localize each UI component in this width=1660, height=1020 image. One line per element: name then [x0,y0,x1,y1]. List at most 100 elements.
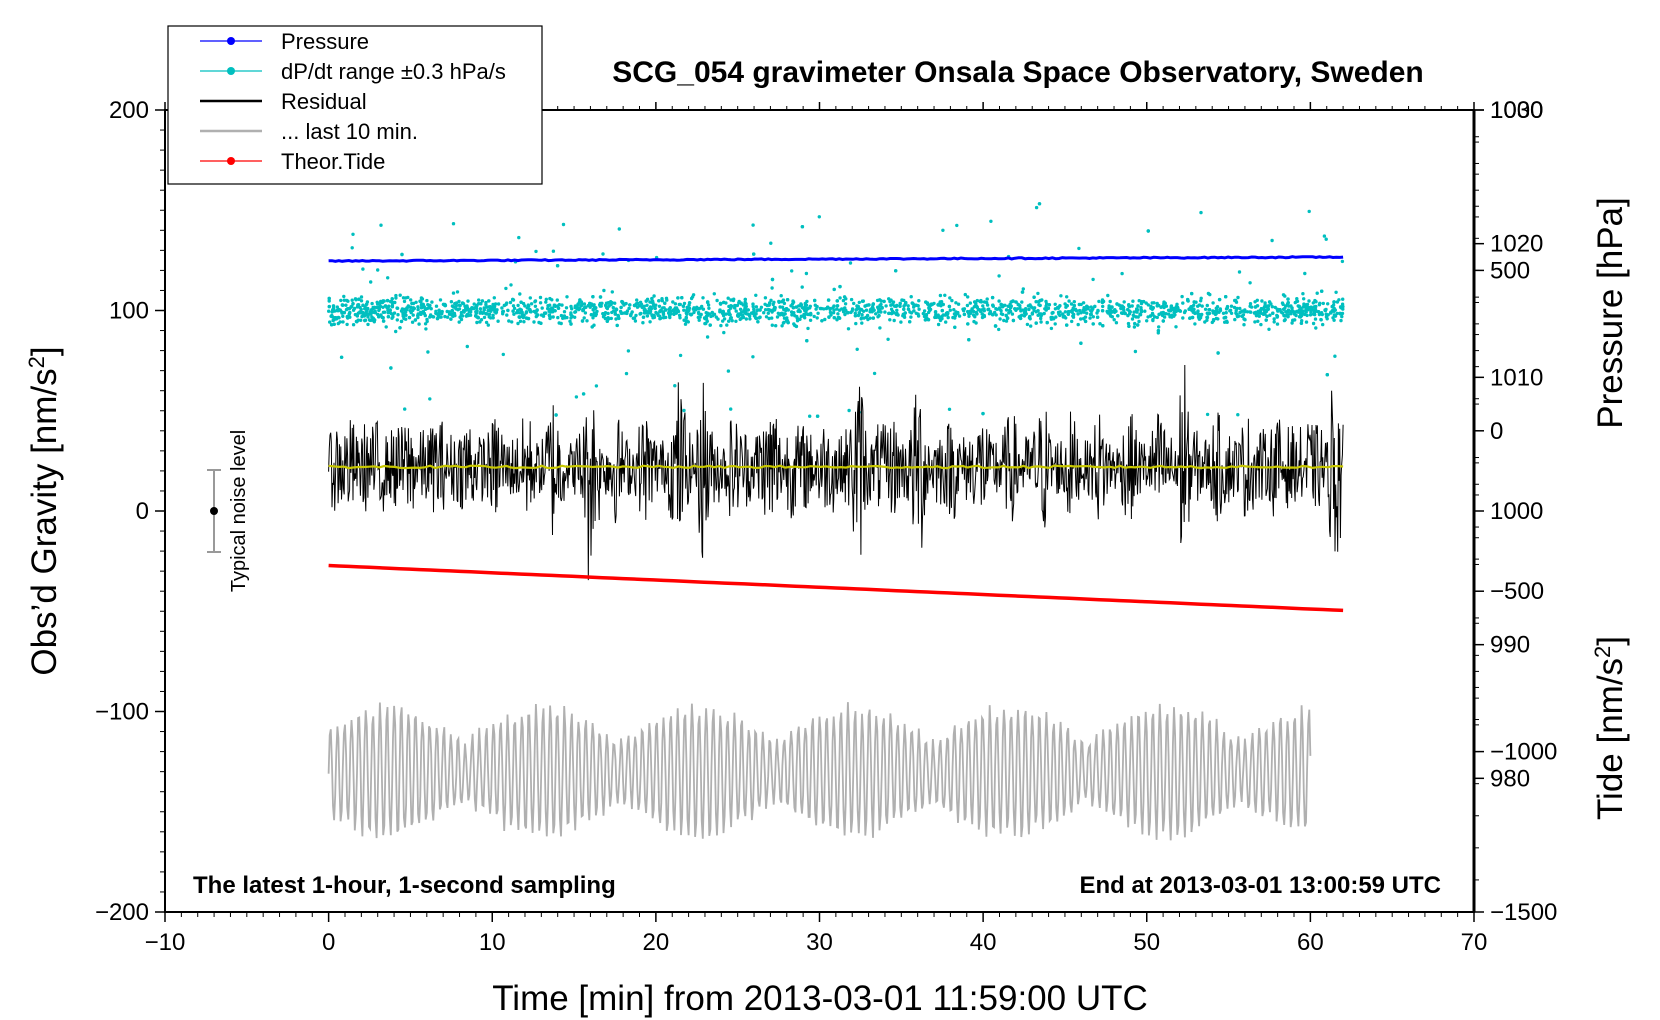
dpdt-point [967,314,971,318]
dpdt-point [973,300,977,304]
dpdt-point [1203,320,1207,324]
dpdt-point [1133,349,1138,354]
dpdt-point [617,227,621,231]
dpdt-point [1038,303,1042,308]
dpdt-point [547,313,552,317]
dpdt-point [676,296,680,300]
dpdt-point [769,298,773,302]
dpdt-point [737,301,741,305]
dpdt-point [999,312,1004,316]
dpdt-point [1300,319,1304,323]
series-tide-line [328,563,1344,613]
dpdt-point [1097,299,1101,304]
dpdt-point [732,297,736,301]
dpdt-point [476,316,480,320]
dpdt-point [1190,291,1194,296]
dpdt-point [1110,310,1114,314]
dpdt-point [699,306,703,310]
dpdt-point [370,301,374,306]
dpdt-point [648,305,653,309]
dpdt-point [411,313,415,317]
dpdt-point [1011,318,1016,323]
dpdt-point [421,302,425,307]
dpdt-point [729,316,733,320]
dpdt-point [1259,322,1263,327]
dpdt-point [1061,312,1065,316]
dpdt-point [782,307,786,312]
dpdt-point [409,310,413,315]
dpdt-point [623,311,627,315]
dpdt-point [1329,310,1333,315]
dpdt-point [712,312,717,316]
dpdt-point [785,298,790,302]
dpdt-point [582,316,586,320]
dpdt-point [751,355,755,359]
dpdt-point [544,300,548,304]
dpdt-point [381,305,385,309]
dpdt-point [517,235,521,240]
dpdt-point [770,323,774,327]
dpdt-point [1216,351,1220,355]
dpdt-point [1126,321,1131,326]
dpdt-point [341,320,345,324]
dpdt-point [687,301,692,305]
dpdt-point [1010,312,1015,316]
dpdt-point [1281,293,1286,297]
dpdt-point [428,397,432,401]
dpdt-point [512,306,517,311]
dpdt-point [1308,313,1313,317]
dpdt-point [675,308,680,312]
dpdt-point [981,304,985,308]
dpdt-point [361,267,365,271]
dpdt-point [409,305,413,310]
dpdt-point [479,302,483,306]
dpdt-point [635,298,639,302]
dpdt-point [1029,305,1033,309]
dpdt-point [426,350,430,354]
dpdt-point [1223,320,1227,324]
dpdt-point [509,283,513,287]
dpdt-point [1332,318,1336,322]
dpdt-point [1282,318,1287,323]
dpdt-point [1110,315,1115,319]
dpdt-point [1089,312,1094,316]
dpdt-point [533,299,538,303]
dpdt-point [800,225,805,229]
dpdt-point [966,295,970,299]
dpdt-point [518,319,523,323]
dpdt-point [806,312,810,317]
dpdt-point [965,303,970,308]
dpdt-point [1037,312,1042,316]
dpdt-point [680,296,684,300]
dpdt-point [348,310,352,315]
dpdt-point [1314,300,1318,304]
dpdt-point [909,315,913,319]
dpdt-point [601,315,606,319]
dpdt-point [1229,304,1234,308]
dpdt-point [898,301,902,306]
dpdt-point [883,310,887,314]
dpdt-point [350,246,354,250]
dpdt-point [1286,314,1290,319]
dpdt-point [522,313,526,317]
dpdt-point [641,315,646,319]
dpdt-point [482,315,487,320]
dpdt-point [744,302,748,306]
dpdt-point [1083,315,1088,319]
dpdt-point [373,309,377,313]
dpdt-point [1295,299,1299,304]
dpdt-point [1294,313,1298,318]
dpdt-point [616,314,620,318]
dpdt-point [1018,306,1022,310]
dpdt-point [991,303,995,307]
dpdt-point [337,316,341,320]
dpdt-point [755,309,759,313]
dpdt-point [1027,307,1031,312]
dpdt-point [501,352,505,357]
dpdt-point [456,307,460,312]
dpdt-point [966,309,970,314]
dpdt-point [1161,319,1166,323]
dpdt-point [1300,311,1304,315]
dpdt-point [327,296,331,301]
